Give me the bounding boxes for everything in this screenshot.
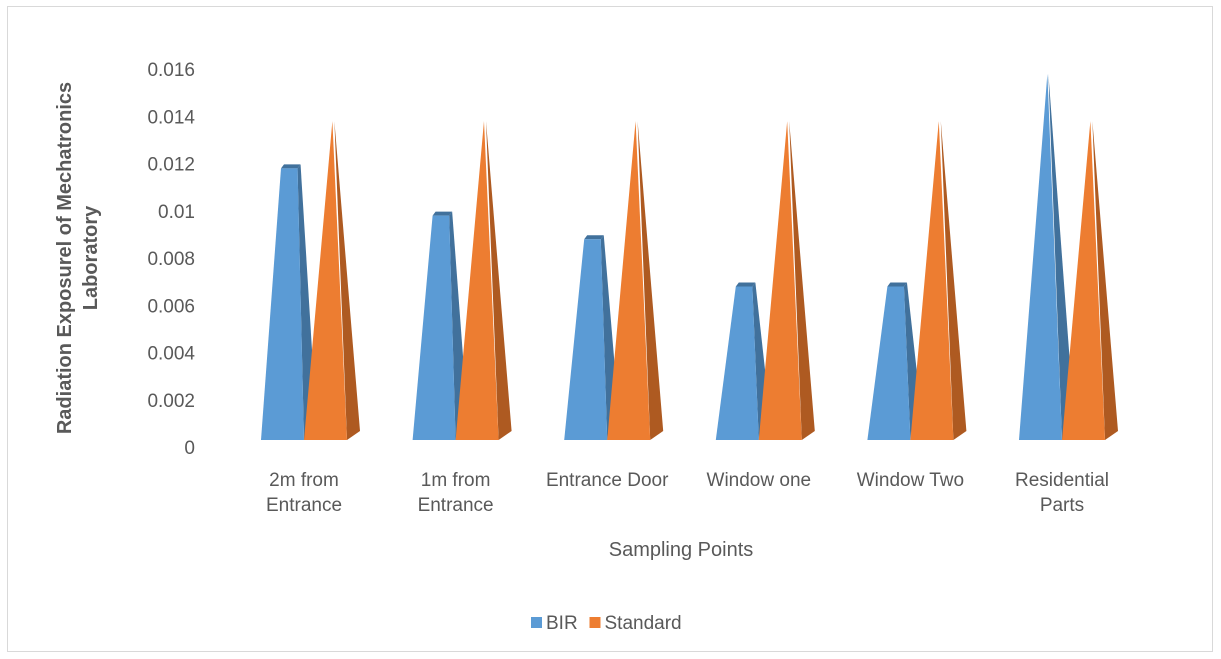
- legend: BIR Standard: [531, 613, 682, 634]
- y-axis-title-text: Radiation Exposurel of Mechatronics Labor…: [54, 82, 102, 434]
- bar-bir-6: [1019, 73, 1075, 440]
- bar-front-face: [304, 121, 347, 440]
- bar-side-face: [334, 121, 360, 440]
- y-tick-label: 0.008: [147, 249, 195, 270]
- bars: [261, 73, 1118, 440]
- bar-front-face: [261, 168, 304, 440]
- bar-standard-1: [304, 121, 360, 440]
- x-axis-title: Sampling Points: [609, 539, 754, 561]
- bar-front-face: [867, 286, 911, 440]
- bar-front-face: [1019, 73, 1062, 440]
- x-axis-labels: 2m from Entrance 1m from Entrance Entrance D…: [266, 470, 1109, 516]
- bar-front-face: [910, 121, 954, 440]
- legend-swatch: [531, 617, 542, 628]
- bar-front-face: [758, 121, 802, 440]
- bar-top-face: [432, 211, 453, 216]
- x-category-label: Entrance Door: [546, 470, 669, 491]
- y-tick-label: 0.004: [147, 344, 195, 365]
- y-axis-ticks: 0 0.002 0.004 0.006 0.008 0.01 0.012 0.014 0.016: [147, 60, 195, 459]
- bar-top-face: [584, 235, 604, 240]
- bar-standard-4: [758, 121, 815, 440]
- bar-standard-6: [1062, 121, 1118, 440]
- legend-item-bir: BIR: [531, 613, 578, 634]
- y-tick-label: 0: [184, 438, 195, 459]
- bar-front-face: [715, 286, 759, 440]
- x-category-label: 2m from Entrance: [266, 470, 342, 516]
- bar-top-face: [735, 282, 756, 287]
- legend-label: Standard: [605, 613, 682, 634]
- bar-top-face: [887, 282, 907, 287]
- y-tick-label: 0.006: [147, 296, 195, 317]
- x-category-label: Residential Parts: [1015, 470, 1109, 516]
- bar-front-face: [564, 239, 608, 440]
- y-tick-label: 0.014: [147, 107, 195, 128]
- y-axis-title: Radiation Exposurel of Mechatronics Labor…: [54, 82, 102, 434]
- bar-side-face: [940, 121, 967, 440]
- y-tick-label: 0.01: [158, 202, 195, 223]
- bar-side-face: [1048, 73, 1075, 440]
- bar-side-face: [1092, 121, 1118, 440]
- bar-side-face: [637, 121, 664, 440]
- legend-swatch: [589, 617, 601, 628]
- bar-standard-3: [607, 121, 664, 440]
- x-category-label: 1m from Entrance: [418, 470, 494, 516]
- bar-side-face: [789, 121, 815, 440]
- legend-label: BIR: [546, 613, 578, 634]
- y-tick-label: 0.012: [147, 155, 195, 176]
- bar-front-face: [455, 121, 499, 440]
- bar-top-face: [281, 164, 301, 169]
- bar-side-face: [485, 121, 512, 440]
- y-tick-label: 0.002: [147, 391, 195, 412]
- bar-standard-2: [455, 121, 512, 440]
- legend-item-standard: Standard: [589, 613, 682, 634]
- bar-standard-5: [910, 121, 967, 440]
- x-category-label: Window Two: [857, 470, 964, 491]
- x-category-label: Window one: [707, 470, 812, 491]
- y-tick-label: 0.016: [147, 60, 195, 81]
- bar-front-face: [1062, 121, 1105, 440]
- bar-front-face: [412, 215, 456, 440]
- bar-front-face: [607, 121, 651, 440]
